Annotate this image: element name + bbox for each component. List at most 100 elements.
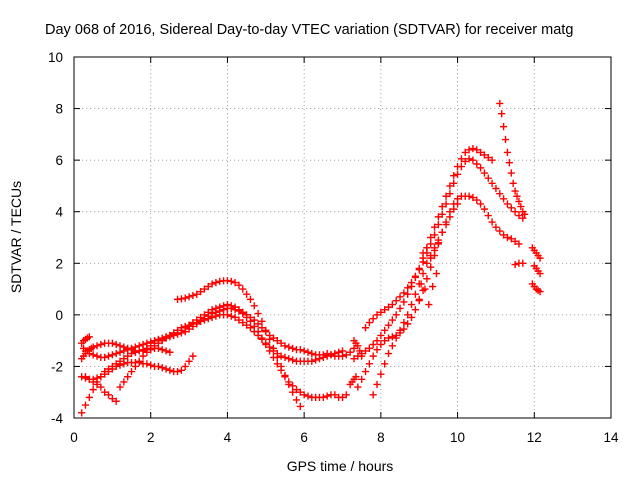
data-point [400, 325, 408, 333]
data-point [515, 197, 523, 205]
series-trace-4 [78, 304, 350, 417]
data-point [515, 240, 523, 248]
data-point [480, 205, 489, 213]
data-point [181, 294, 189, 302]
data-point [381, 306, 389, 314]
data-point [434, 239, 442, 247]
x-tick-label: 10 [450, 430, 465, 445]
data-point [457, 155, 466, 163]
data-point [373, 337, 381, 345]
data-point [503, 200, 512, 208]
data-point [484, 153, 492, 162]
data-point [427, 254, 435, 262]
data-point [300, 347, 308, 355]
data-point [223, 276, 232, 285]
data-point [438, 228, 446, 236]
data-point [484, 174, 492, 182]
data-point [231, 279, 239, 287]
data-point [319, 393, 327, 401]
series-trace-19 [530, 262, 544, 278]
data-point [342, 351, 350, 359]
data-point [496, 190, 504, 198]
x-tick-label: 14 [603, 430, 619, 445]
data-point [258, 317, 266, 325]
data-point [369, 340, 377, 349]
data-point [124, 346, 132, 354]
data-point [377, 370, 385, 378]
y-tick-label: -2 [51, 359, 63, 374]
data-point [319, 351, 327, 359]
data-point [289, 388, 297, 396]
chart-title: Day 068 of 2016, Sidereal Day-to-day VTE… [45, 22, 573, 38]
data-point [423, 244, 431, 252]
data-point [231, 306, 239, 314]
data-point [112, 340, 120, 349]
data-point [381, 360, 389, 368]
data-point [421, 285, 429, 293]
data-point [308, 349, 316, 358]
data-point [469, 144, 477, 153]
data-point [143, 360, 151, 368]
y-tick-label: 0 [55, 308, 63, 323]
data-point [281, 371, 289, 380]
data-point [438, 210, 446, 218]
data-point [85, 393, 93, 401]
data-point [116, 342, 124, 350]
data-point [515, 211, 523, 220]
data-point [101, 388, 109, 396]
x-tick-label: 12 [527, 430, 542, 445]
data-point [131, 362, 139, 371]
data-point [521, 210, 529, 218]
data-point [505, 159, 513, 167]
data-marks [78, 99, 544, 417]
data-point [250, 316, 258, 324]
data-point [536, 254, 544, 262]
data-point [258, 324, 266, 332]
data-point [266, 335, 274, 343]
data-point [127, 367, 136, 376]
series-trace-16 [350, 337, 366, 360]
data-point [173, 367, 182, 376]
data-point [124, 373, 132, 381]
data-point [419, 258, 427, 266]
data-point [384, 303, 393, 311]
x-tick-label: 0 [70, 430, 78, 445]
data-point [254, 328, 262, 336]
data-point [473, 160, 481, 168]
data-point [308, 357, 316, 365]
data-point [235, 307, 243, 315]
data-point [296, 388, 304, 396]
data-point [116, 348, 124, 356]
data-point [346, 348, 354, 356]
data-point [388, 300, 396, 309]
data-point [469, 193, 477, 202]
data-point [277, 352, 285, 360]
data-point [85, 333, 93, 341]
series-trace-13 [496, 99, 529, 218]
data-point [484, 211, 492, 220]
data-point [262, 340, 270, 349]
data-point [453, 200, 462, 208]
data-point [143, 348, 151, 356]
data-point [377, 340, 385, 349]
data-point [434, 213, 442, 221]
data-point [507, 204, 515, 212]
data-point [139, 352, 147, 360]
data-point [446, 190, 454, 198]
data-point [476, 164, 485, 172]
data-point [392, 334, 400, 342]
data-point [177, 366, 185, 374]
data-point [289, 382, 297, 390]
data-point [442, 192, 450, 200]
series-trace-1 [78, 311, 347, 365]
data-point [509, 179, 517, 187]
data-point [434, 221, 442, 229]
data-point [430, 223, 439, 231]
data-point [457, 162, 466, 171]
data-point [423, 259, 431, 267]
data-point [404, 311, 412, 319]
data-point [292, 386, 301, 394]
data-point [417, 280, 425, 288]
data-point [338, 393, 347, 401]
data-point [469, 156, 477, 164]
